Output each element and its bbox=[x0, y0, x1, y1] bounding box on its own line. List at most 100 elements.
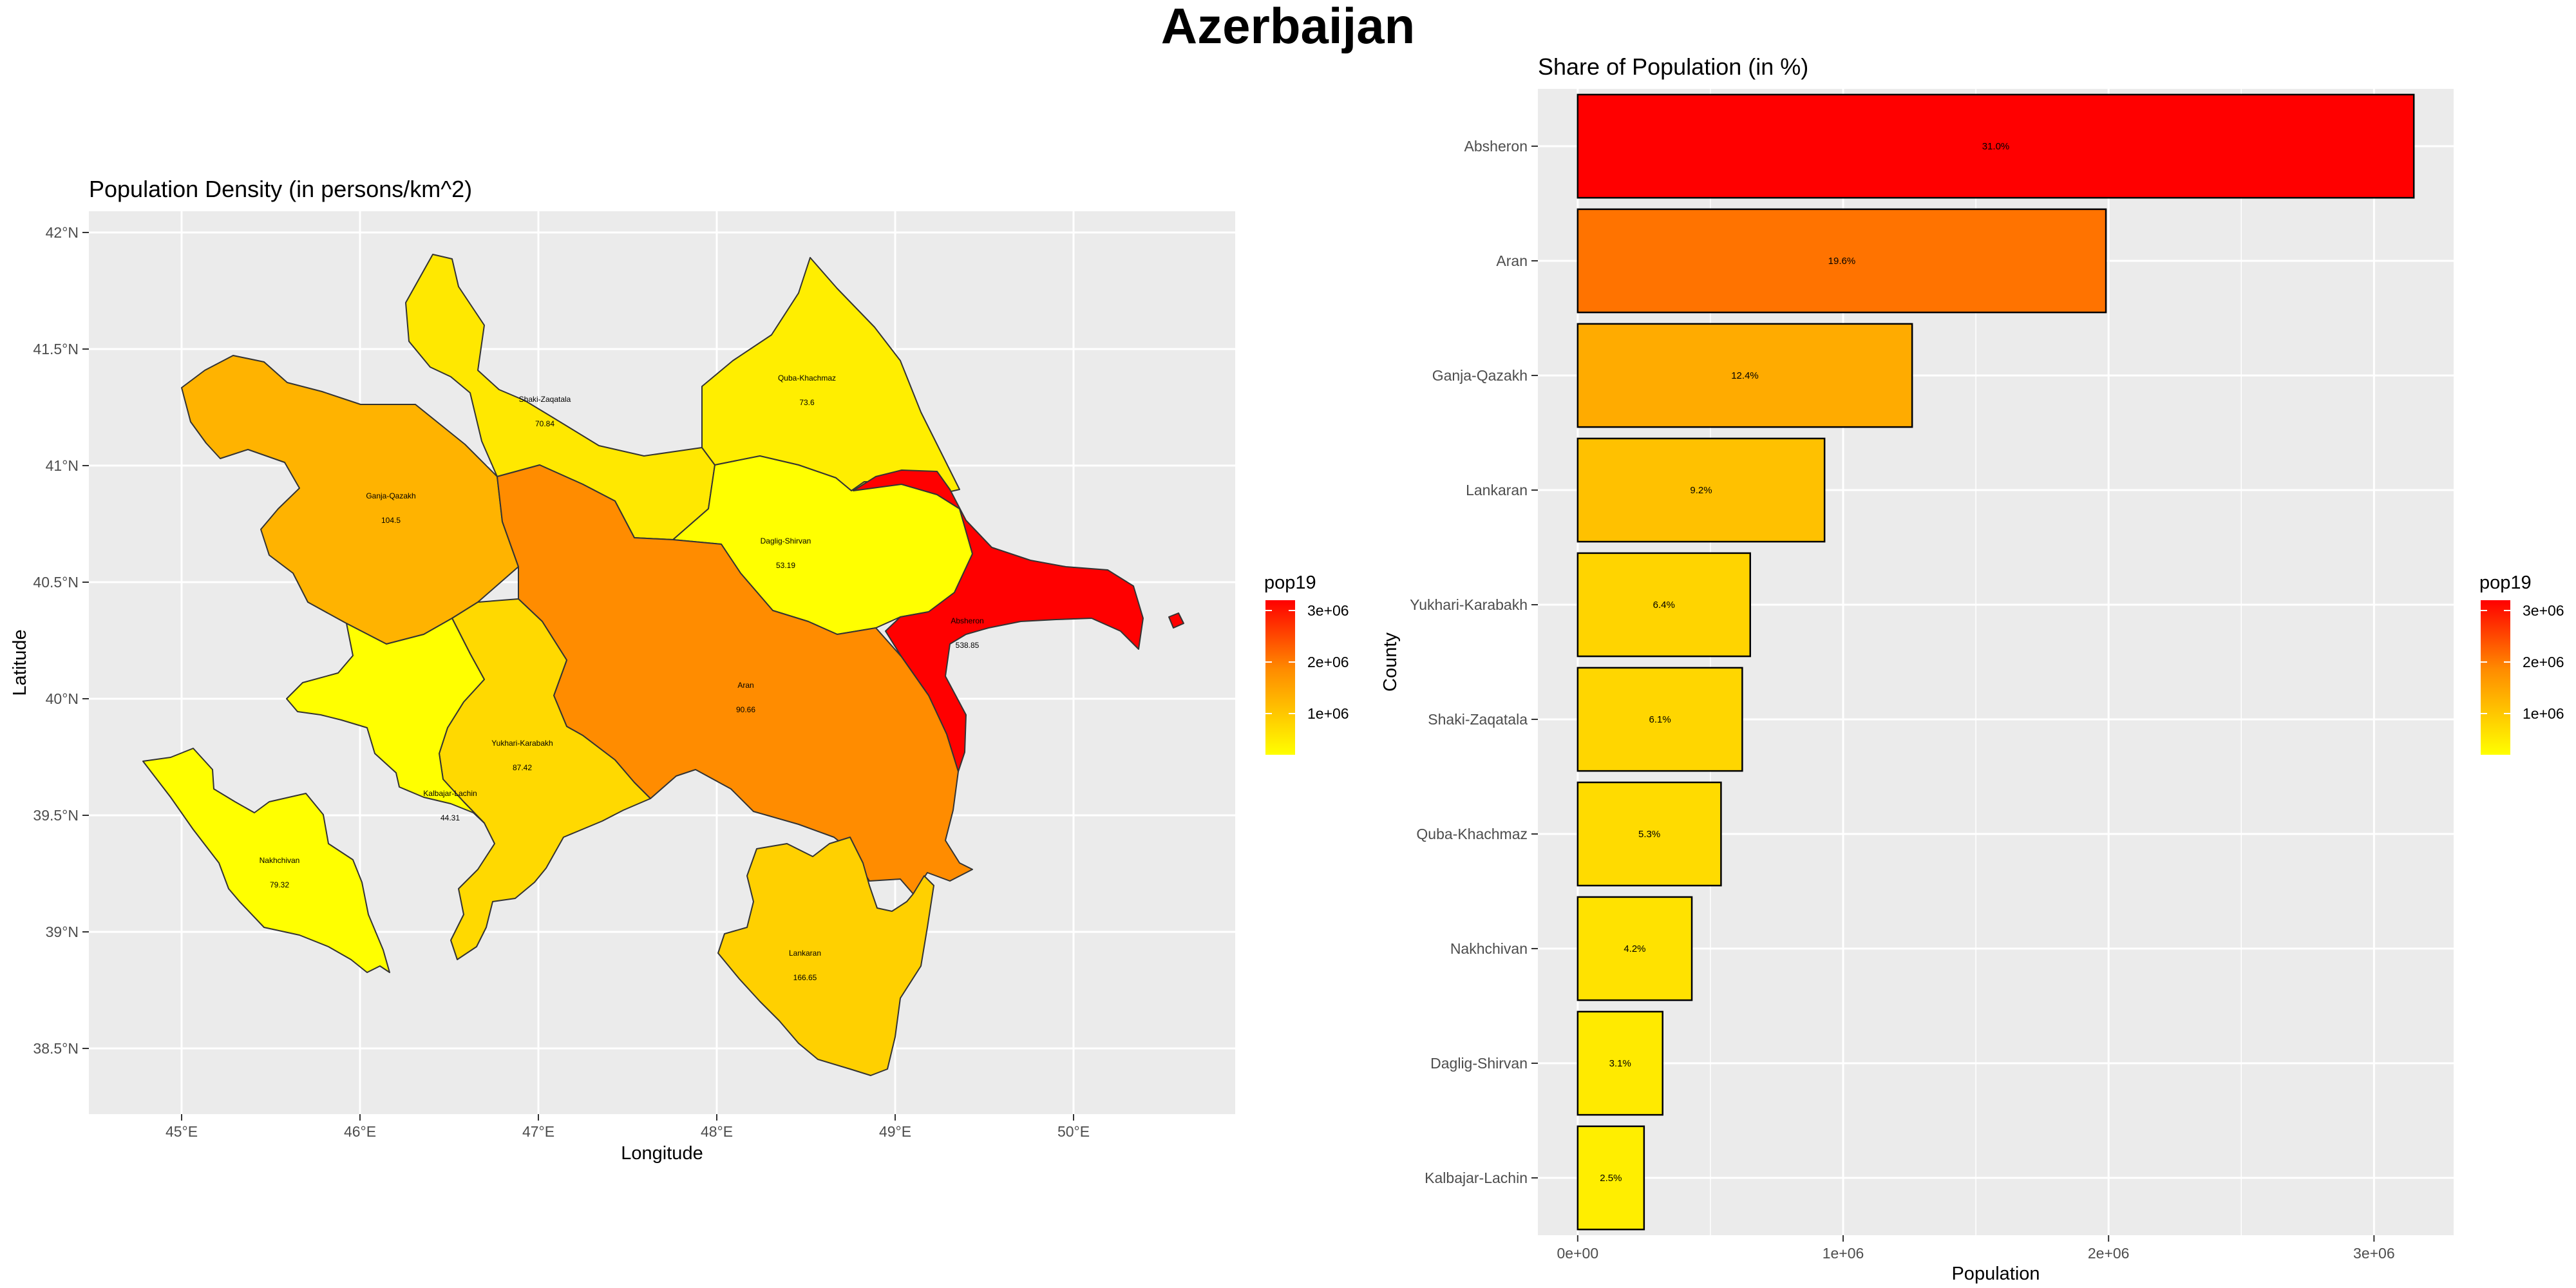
region-absheron-islet bbox=[1168, 612, 1184, 629]
bar-marks: 31.0% 19.6% 12.4% 9.2% 6.4% 6.1% 5.3% 4.2% 3.1% 2… bbox=[1577, 93, 2415, 1231]
bar-6 bbox=[1577, 781, 1722, 887]
bar-y-tick-label: Aran bbox=[1496, 252, 1528, 269]
map-label-density-2: 104.5 bbox=[381, 516, 401, 525]
map-label-name-8: Nakhchivan bbox=[260, 856, 300, 865]
map-label-density-8: 79.32 bbox=[270, 880, 289, 889]
map-label-density-9: 166.65 bbox=[793, 973, 817, 982]
map-label-density-0: 70.84 bbox=[535, 419, 554, 428]
map-label-name-6: Yukhari-Karabakh bbox=[491, 739, 553, 748]
map-label-name-2: Ganja-Qazakh bbox=[366, 491, 415, 500]
map-x-axis-title: Longitude bbox=[621, 1143, 703, 1164]
bar-legend: pop19 3e+06 2e+06 1e+06 bbox=[2479, 573, 2564, 755]
map-label-density-6: 87.42 bbox=[513, 763, 532, 772]
map-x-tick-4: 49°E bbox=[879, 1123, 911, 1140]
bar-5 bbox=[1577, 667, 1743, 772]
map-legend-tick-0: 3e+06 bbox=[1307, 602, 1349, 619]
map-label-name-9: Lankaran bbox=[789, 949, 821, 958]
bar-legend-title: pop19 bbox=[2479, 573, 2532, 593]
bar-legend-tick-0: 3e+06 bbox=[2523, 602, 2564, 619]
map-x-tick-5: 50°E bbox=[1057, 1123, 1090, 1140]
bar-y-tick-label: Quba-Khachmaz bbox=[1416, 826, 1528, 842]
bar-value-label: 19.6% bbox=[1828, 256, 1856, 267]
bar-3 bbox=[1577, 437, 1826, 543]
bar-y-tick-label: Absheron bbox=[1464, 138, 1528, 155]
map-label-name-5: Aran bbox=[737, 681, 753, 690]
map-x-tick-3: 48°E bbox=[701, 1123, 733, 1140]
region-nakhchivan bbox=[142, 748, 390, 973]
map-label-name-0: Shaki-Zaqatala bbox=[519, 395, 571, 404]
bar-y-tick-label: Yukhari-Karabakh bbox=[1410, 596, 1528, 613]
bar-y-tick-label: Ganja-Qazakh bbox=[1432, 367, 1528, 384]
bar-legend-tick-2: 1e+06 bbox=[2523, 705, 2564, 722]
map-y-tick-1: 41.5°N bbox=[33, 341, 79, 357]
map-label-density-7: 44.31 bbox=[440, 813, 460, 822]
bar-value-label: 12.4% bbox=[1731, 370, 1759, 381]
bar-x-tick-label: 1e+06 bbox=[1823, 1245, 1864, 1262]
map-y-axis: 42°N 41.5°N 41°N 40.5°N 40°N 39.5°N 39°N… bbox=[33, 224, 89, 1057]
map-label-density-5: 90.66 bbox=[736, 705, 755, 714]
bar-value-label: 6.1% bbox=[1649, 714, 1671, 725]
bar-9 bbox=[1577, 1125, 1645, 1231]
map-label-name-3: Daglig-Shirvan bbox=[761, 536, 811, 545]
map-y-tick-2: 41°N bbox=[46, 457, 79, 474]
map-label-density-4: 538.85 bbox=[956, 641, 980, 650]
map-label-density-3: 53.19 bbox=[776, 561, 795, 570]
map-y-tick-0: 42°N bbox=[46, 224, 79, 241]
bar-value-label: 5.3% bbox=[1638, 829, 1660, 840]
map-legend: pop19 3e+06 2e+06 1e+06 bbox=[1264, 573, 1349, 755]
map-label-name-1: Quba-Khachmaz bbox=[778, 374, 836, 383]
map-legend-tick-2: 1e+06 bbox=[1307, 705, 1349, 722]
map-title: Population Density (in persons/km^2) bbox=[89, 176, 472, 202]
map-y-tick-4: 40°N bbox=[46, 690, 79, 707]
map-y-tick-6: 39°N bbox=[46, 923, 79, 940]
bar-legend-colorbar bbox=[2481, 600, 2510, 755]
bar-2 bbox=[1577, 323, 1913, 428]
map-y-axis-title: Latitude bbox=[10, 629, 30, 696]
bar-4 bbox=[1577, 552, 1751, 658]
main-title: Azerbaijan bbox=[1160, 0, 1416, 54]
region-lankaran bbox=[717, 837, 934, 1076]
bar-y-tick-label: Daglig-Shirvan bbox=[1430, 1055, 1528, 1072]
bar-7 bbox=[1577, 896, 1693, 1001]
bar-1 bbox=[1577, 208, 2107, 314]
bar-value-label: 3.1% bbox=[1609, 1058, 1631, 1069]
bar-x-axis: 0e+00 1e+06 2e+06 3e+06 bbox=[1557, 1235, 2395, 1262]
bar-value-label: 31.0% bbox=[1982, 141, 2010, 152]
map-labels: Shaki-Zaqatala 70.84 Quba-Khachmaz 73.6 … bbox=[260, 374, 984, 982]
bar-chart-title: Share of Population (in %) bbox=[1538, 53, 1808, 80]
bar-x-tick-label: 0e+00 bbox=[1557, 1245, 1599, 1262]
map-label-name-4: Absheron bbox=[951, 616, 983, 625]
bar-y-tick-label: Nakhchivan bbox=[1450, 940, 1528, 957]
bar-y-axis-title: County bbox=[1380, 632, 1401, 692]
bar-x-tick-label: 3e+06 bbox=[2353, 1245, 2395, 1262]
map-legend-title: pop19 bbox=[1264, 573, 1316, 593]
bar-0 bbox=[1577, 93, 2415, 199]
bar-value-label: 2.5% bbox=[1600, 1173, 1622, 1184]
map-regions bbox=[142, 254, 1184, 1076]
map-x-tick-0: 45°E bbox=[166, 1123, 198, 1140]
bar-x-tick-label: 2e+06 bbox=[2088, 1245, 2130, 1262]
map-legend-tick-1: 2e+06 bbox=[1307, 654, 1349, 670]
map-y-tick-7: 38.5°N bbox=[33, 1040, 79, 1057]
bar-y-tick-label: Lankaran bbox=[1466, 482, 1528, 498]
map-label-name-7: Kalbajar-Lachin bbox=[423, 789, 477, 798]
region-kalbajar-lachin bbox=[286, 618, 485, 824]
map-y-tick-3: 40.5°N bbox=[33, 574, 79, 591]
bar-y-tick-label: Kalbajar-Lachin bbox=[1425, 1170, 1528, 1186]
map-x-axis: 45°E 46°E 47°E 48°E 49°E 50°E bbox=[166, 1114, 1090, 1140]
map-y-tick-5: 39.5°N bbox=[33, 807, 79, 824]
map-x-tick-1: 46°E bbox=[344, 1123, 376, 1140]
bar-value-label: 9.2% bbox=[1690, 485, 1712, 496]
bar-value-label: 6.4% bbox=[1653, 600, 1675, 611]
bar-8 bbox=[1577, 1010, 1663, 1116]
bar-x-axis-title: Population bbox=[1951, 1264, 2040, 1284]
bar-value-label: 4.2% bbox=[1624, 943, 1645, 954]
map-label-density-1: 73.6 bbox=[799, 398, 815, 407]
bar-y-tick-label: Shaki-Zaqatala bbox=[1428, 711, 1528, 728]
region-absheron bbox=[853, 469, 1144, 772]
bar-legend-tick-1: 2e+06 bbox=[2523, 654, 2564, 670]
map-legend-colorbar bbox=[1265, 600, 1295, 755]
bar-y-axis: Absheron Aran Ganja-Qazakh Lankaran Yukhari-… bbox=[1410, 138, 1538, 1186]
map-x-tick-2: 47°E bbox=[522, 1123, 554, 1140]
